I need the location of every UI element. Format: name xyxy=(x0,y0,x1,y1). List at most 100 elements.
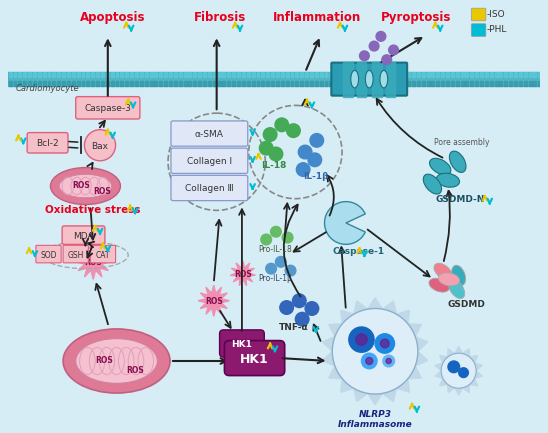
Bar xyxy=(402,72,405,77)
Bar xyxy=(242,81,245,86)
Bar xyxy=(140,72,143,77)
Circle shape xyxy=(276,256,286,267)
Circle shape xyxy=(448,361,460,373)
Bar xyxy=(135,81,138,86)
Bar xyxy=(125,72,128,77)
Circle shape xyxy=(263,128,277,141)
Bar xyxy=(436,72,439,77)
Bar xyxy=(77,81,79,86)
Bar xyxy=(213,81,216,86)
Text: Oxidative stress: Oxidative stress xyxy=(45,205,141,215)
Bar xyxy=(87,81,89,86)
Bar xyxy=(504,81,507,86)
Bar xyxy=(373,72,376,77)
Bar xyxy=(189,81,191,86)
Bar xyxy=(174,72,177,77)
Bar xyxy=(237,81,240,86)
Bar xyxy=(23,81,26,86)
Circle shape xyxy=(366,358,373,365)
Bar xyxy=(417,81,420,86)
Bar xyxy=(92,81,94,86)
Bar xyxy=(315,72,318,77)
Bar xyxy=(96,81,99,86)
FancyBboxPatch shape xyxy=(63,246,88,263)
Bar xyxy=(372,61,382,97)
Bar xyxy=(363,72,366,77)
Bar xyxy=(53,81,55,86)
Text: Bcl-2: Bcl-2 xyxy=(36,139,59,148)
Bar xyxy=(218,81,220,86)
Bar xyxy=(179,81,182,86)
FancyBboxPatch shape xyxy=(171,121,248,146)
Bar xyxy=(286,72,289,77)
Ellipse shape xyxy=(59,174,112,198)
Bar xyxy=(470,72,473,77)
Bar xyxy=(480,72,483,77)
Bar xyxy=(184,72,186,77)
Bar xyxy=(271,72,274,77)
Bar xyxy=(58,81,60,86)
Circle shape xyxy=(349,327,374,352)
Bar xyxy=(62,72,65,77)
Circle shape xyxy=(269,147,283,161)
FancyBboxPatch shape xyxy=(171,175,248,200)
Bar xyxy=(480,81,483,86)
Circle shape xyxy=(295,312,309,326)
Text: Bax: Bax xyxy=(92,142,109,151)
Bar xyxy=(349,72,352,77)
Text: Fibrosis: Fibrosis xyxy=(193,11,246,24)
Circle shape xyxy=(285,265,296,276)
Bar xyxy=(422,72,425,77)
Bar xyxy=(324,81,328,86)
Bar xyxy=(111,72,113,77)
Circle shape xyxy=(308,153,322,167)
Bar xyxy=(145,81,147,86)
Bar xyxy=(499,81,503,86)
Text: Caspase-3: Caspase-3 xyxy=(84,104,131,113)
Bar xyxy=(397,81,401,86)
Circle shape xyxy=(259,141,273,155)
Bar xyxy=(247,72,250,77)
Bar xyxy=(281,81,284,86)
Bar xyxy=(159,81,162,86)
FancyBboxPatch shape xyxy=(220,330,264,357)
Circle shape xyxy=(310,133,323,147)
Text: Pro-IL-1β: Pro-IL-1β xyxy=(259,274,292,283)
Text: ROS: ROS xyxy=(72,181,89,190)
Bar xyxy=(222,72,225,77)
Bar xyxy=(218,72,220,77)
Ellipse shape xyxy=(436,173,460,187)
Bar xyxy=(222,81,225,86)
Bar xyxy=(67,81,70,86)
Bar xyxy=(412,72,415,77)
Bar xyxy=(261,72,264,77)
Bar xyxy=(509,81,512,86)
Bar xyxy=(252,81,255,86)
Bar xyxy=(140,81,143,86)
Bar xyxy=(145,72,147,77)
Bar xyxy=(368,72,371,77)
Circle shape xyxy=(459,368,469,378)
Bar xyxy=(373,81,376,86)
Bar xyxy=(461,81,464,86)
Text: ROS: ROS xyxy=(93,187,111,196)
Bar xyxy=(490,81,493,86)
Bar xyxy=(193,81,196,86)
Ellipse shape xyxy=(430,158,451,175)
Bar xyxy=(169,81,172,86)
Text: CAT: CAT xyxy=(96,251,110,259)
Circle shape xyxy=(305,302,319,315)
Bar xyxy=(130,81,133,86)
Bar xyxy=(436,81,439,86)
Bar xyxy=(461,72,464,77)
Bar xyxy=(388,81,391,86)
Bar xyxy=(353,72,357,77)
Bar xyxy=(470,81,473,86)
Ellipse shape xyxy=(449,151,466,172)
Bar xyxy=(227,81,230,86)
Bar xyxy=(519,72,522,77)
FancyBboxPatch shape xyxy=(471,8,486,21)
FancyBboxPatch shape xyxy=(171,148,248,173)
FancyBboxPatch shape xyxy=(90,246,116,263)
FancyBboxPatch shape xyxy=(471,24,486,36)
